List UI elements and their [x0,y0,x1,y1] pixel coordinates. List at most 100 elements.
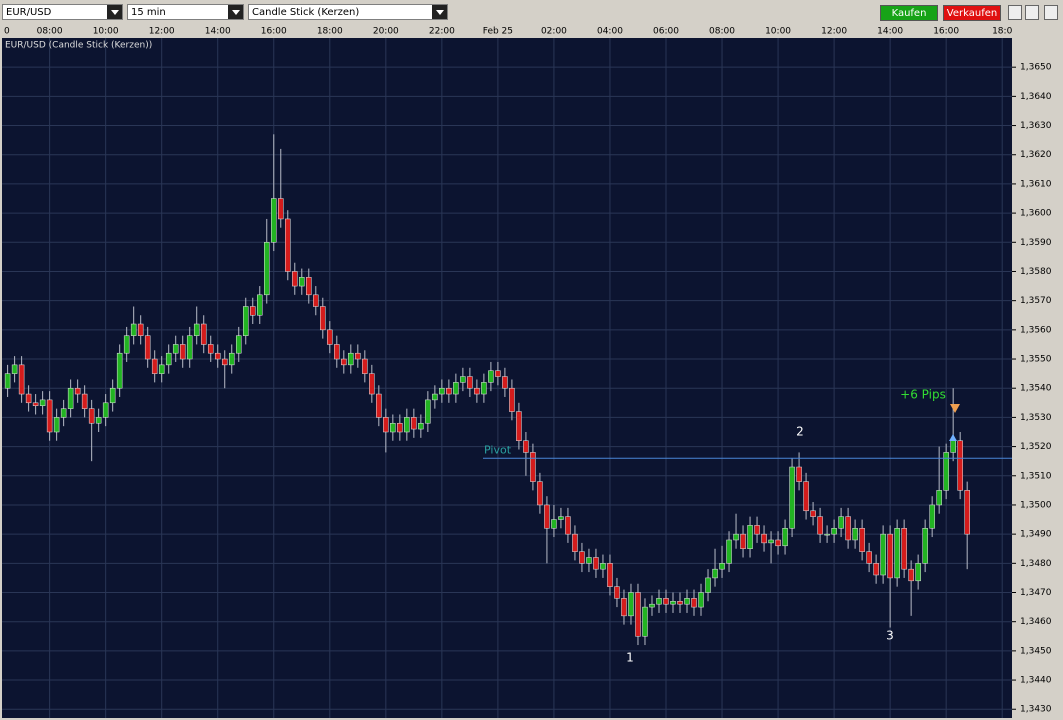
candle-body [670,601,676,605]
candle-body [796,466,802,482]
candle-body [726,539,732,564]
chart: EUR/USD (Candle Stick (Kerzen)) 1 2 3 +6… [0,24,1063,720]
candle-body [383,417,389,433]
candle-body [95,417,102,424]
time-axis [0,24,1063,38]
bar-icon[interactable] [1008,5,1022,20]
candle-body [130,323,137,336]
signal-marker [950,404,960,413]
x-tick-label: 06:00 [653,27,679,37]
candle-body [957,440,963,491]
candle-body [964,490,970,535]
candle-body [320,306,326,331]
candle-body [642,606,648,637]
candle-body [404,417,410,433]
candle-body [488,370,494,383]
candle-body [341,358,347,366]
y-tick-label: 1,3430 [1020,705,1052,715]
candle-body [186,335,193,360]
candle-body [838,516,844,529]
candle-body [516,411,522,441]
candle-body [824,533,830,536]
candle-body [376,393,382,418]
candle-body [572,533,578,552]
x-tick-label: 04:00 [597,27,623,37]
candle-body [544,504,550,529]
x-tick-label: 18:0 [992,27,1012,37]
y-tick-label: 1,3580 [1020,267,1052,277]
symbol-select[interactable]: EUR/USD [2,4,123,20]
interval-select[interactable]: 15 min [127,4,244,20]
x-tick-label: 12:00 [821,27,847,37]
candle-body [88,408,95,424]
candle-body [474,387,480,395]
candle-body [495,370,501,377]
x-tick-label: 0 [4,27,10,37]
toolbar: EUR/USD 15 min Candle Stick (Kerzen) Kau… [0,0,1063,25]
y-tick-label: 1,3600 [1020,209,1052,219]
candle-body [411,417,417,430]
style-select[interactable]: Candle Stick (Kerzen) [248,4,448,20]
candle-body [207,344,214,354]
x-tick-label: 10:00 [93,27,119,37]
candle-body [334,344,340,360]
candle-body [74,387,81,395]
candle-body [929,504,935,529]
candle-body [509,387,515,412]
candle-body [831,528,837,535]
y-tick-label: 1,3570 [1020,296,1052,306]
candle-body [705,577,711,593]
candle-body [249,306,256,316]
candle-body [362,358,368,374]
line-icon[interactable] [1025,5,1039,20]
candle-body [369,373,375,395]
y-tick-label: 1,3460 [1020,617,1052,627]
candle-body [285,218,291,272]
annotation: 3 [886,629,894,643]
x-tick-label: 08:00 [37,27,63,37]
candle-body [635,592,641,637]
candle-body [425,399,431,424]
candle-body [579,551,585,564]
candle-body [663,598,669,605]
y-tick-label: 1,3490 [1020,530,1052,540]
candle-body [116,352,123,389]
candle-body [600,563,606,570]
x-tick-label: 14:00 [205,27,231,37]
candle-body [712,568,718,579]
candle-body [586,557,592,564]
y-tick-label: 1,3640 [1020,92,1052,102]
sell-button[interactable]: Verkaufen [943,5,1001,21]
candle-body [530,452,536,482]
candle-body [39,399,46,406]
candle-body [656,598,662,605]
x-tick-label: Feb 25 [483,27,513,37]
candle-body [894,528,900,579]
y-tick-label: 1,3510 [1020,471,1052,481]
x-tick-label: 12:00 [149,27,175,37]
candle-body [621,598,627,617]
candle-body [859,528,865,552]
candle-body [355,352,361,360]
candle-body [908,568,914,582]
candle-body [11,364,18,374]
candle-body [551,519,557,529]
candle-body [936,490,942,506]
y-tick-label: 1,3450 [1020,646,1052,656]
window-icon[interactable] [1044,5,1058,20]
buy-button[interactable]: Kaufen [880,5,938,21]
y-tick-label: 1,3540 [1020,384,1052,394]
candle-body [292,271,298,287]
candle-body [151,358,158,374]
candle-body [761,533,767,544]
x-tick-label: 10:00 [765,27,791,37]
candle-body [733,533,739,541]
candle-body [810,510,816,517]
candle-body [943,452,949,491]
candle-body [537,481,543,506]
candle-body [754,525,760,535]
x-tick-label: 14:00 [877,27,903,37]
candle-body [887,533,893,579]
candle-body [817,516,823,535]
